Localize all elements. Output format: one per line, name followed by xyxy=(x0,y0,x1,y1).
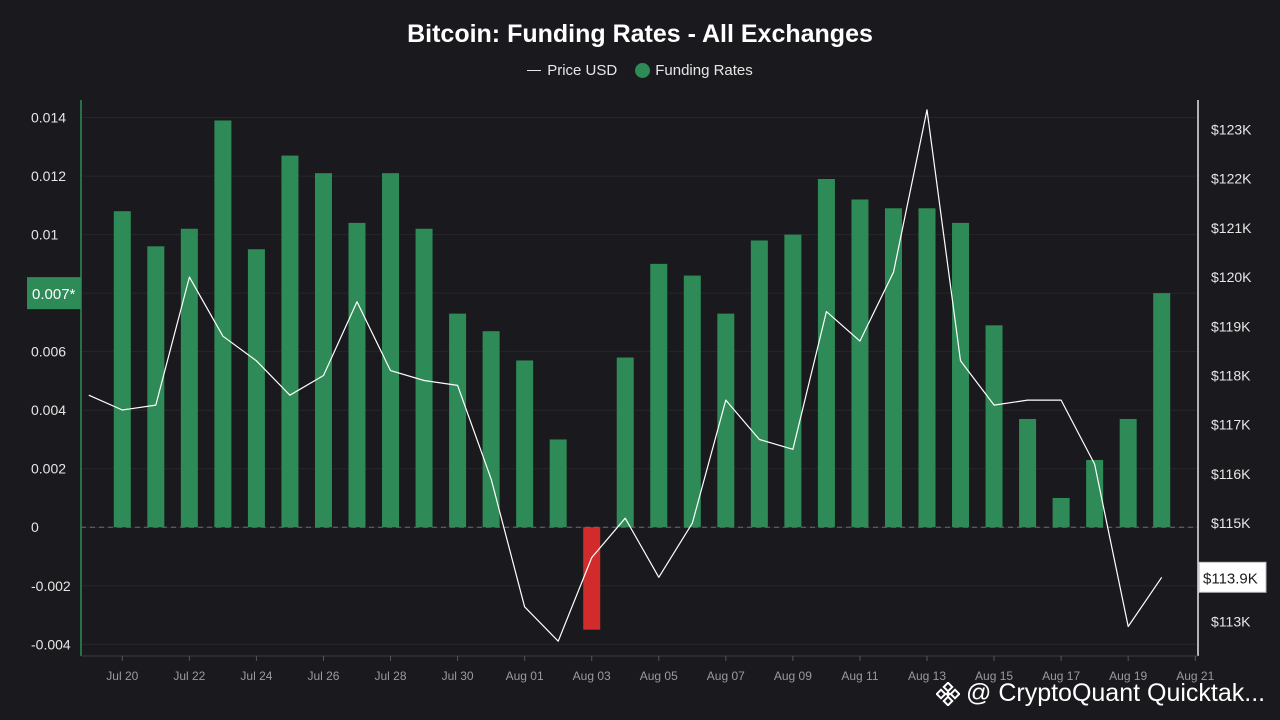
funding-bar xyxy=(985,325,1003,528)
legend-label-price: Price USD xyxy=(547,62,618,79)
funding-bar xyxy=(884,208,902,528)
funding-bar xyxy=(113,211,131,528)
funding-bar xyxy=(1153,293,1171,528)
legend-label-funding-rates: Funding Rates xyxy=(655,62,753,79)
y-left-tick-label: 0.006 xyxy=(31,344,66,360)
watermark-text: @ CryptoQuant Quicktak... xyxy=(966,679,1266,707)
legend-dot-swatch xyxy=(635,63,651,78)
x-tick-label: Aug 09 xyxy=(774,669,812,683)
funding-bar xyxy=(1052,497,1070,528)
y-right-tick-label: $115K xyxy=(1211,515,1251,531)
funding-bar xyxy=(750,240,768,528)
y-right-tick-label: $120K xyxy=(1211,269,1252,285)
funding-bar xyxy=(382,173,400,528)
x-tick-label: Jul 30 xyxy=(442,669,474,683)
legend-item-funding-rates[interactable]: Funding Rates xyxy=(635,62,753,79)
legend-line-swatch xyxy=(527,70,542,71)
funding-bar xyxy=(247,249,265,528)
y-left-tick-label: 0.004 xyxy=(31,402,66,418)
y-left-tick-label: -0.002 xyxy=(31,578,71,594)
x-tick-label: Aug 03 xyxy=(573,669,611,683)
y-left-highlight-box xyxy=(27,277,81,310)
x-tick-label: Jul 20 xyxy=(106,669,138,683)
x-tick-label: Aug 11 xyxy=(841,669,878,683)
x-tick-label: Aug 01 xyxy=(506,669,544,683)
x-tick-label: Aug 05 xyxy=(640,669,678,683)
y-right-highlight-box xyxy=(1198,561,1267,593)
watermark: @ CryptoQuant Quicktak... xyxy=(936,679,1265,708)
funding-bar xyxy=(683,275,701,528)
x-tick-label: Aug 21 xyxy=(1176,669,1214,683)
funding-bar xyxy=(180,228,198,528)
y-right-tick-label: $122K xyxy=(1211,171,1252,187)
x-tick-label: Aug 07 xyxy=(707,669,745,683)
y-right-tick-label: $119K xyxy=(1211,318,1251,334)
funding-bar xyxy=(717,313,735,528)
funding-bar xyxy=(482,331,500,528)
y-right-tick-label: $117K xyxy=(1211,417,1251,433)
x-tick-label: Aug 13 xyxy=(908,669,946,683)
y-left-tick-label: 0 xyxy=(31,519,39,535)
y-left-tick-label: -0.004 xyxy=(31,636,71,652)
funding-bar xyxy=(616,357,634,528)
funding-bar xyxy=(817,179,835,528)
price-line-group xyxy=(88,109,1163,642)
y-right-tick-label: $121K xyxy=(1211,220,1252,236)
funding-bar xyxy=(1086,459,1104,528)
funding-bar xyxy=(784,234,802,528)
funding-bar xyxy=(214,120,232,528)
funding-bar xyxy=(583,527,601,630)
x-tick-label: Aug 19 xyxy=(1109,669,1147,683)
funding-bar xyxy=(147,246,165,528)
y-left-highlight-label: 0.007* xyxy=(32,286,76,303)
binance-diamond-icon xyxy=(936,681,960,706)
funding-bar xyxy=(918,208,936,528)
y-left-tick-label: 0.012 xyxy=(31,168,66,184)
y-left-tick-label: 0.002 xyxy=(31,461,66,477)
legend-item-price[interactable]: Price USD xyxy=(527,62,617,79)
chart-title: Bitcoin: Funding Rates - All Exchanges xyxy=(407,20,873,48)
x-tick-label: Jul 24 xyxy=(240,669,272,683)
funding-bar xyxy=(549,439,567,528)
funding-bar xyxy=(1119,418,1137,528)
y-right-highlight-label: $113.9K xyxy=(1203,570,1258,587)
x-tick-label: Aug 17 xyxy=(1042,669,1080,683)
funding-bar xyxy=(281,155,299,528)
funding-bar xyxy=(415,228,433,528)
price-line xyxy=(88,109,1163,642)
funding-bar xyxy=(516,360,534,528)
funding-bar xyxy=(952,222,970,528)
x-tick-label: Jul 22 xyxy=(173,669,205,683)
funding-bar xyxy=(348,222,366,528)
funding-bar xyxy=(449,313,467,528)
x-tick-label: Jul 28 xyxy=(375,669,407,683)
x-tick-label: Aug 15 xyxy=(975,669,1013,683)
x-tick-label: Jul 26 xyxy=(307,669,339,683)
funding-bar xyxy=(1019,418,1037,528)
chart-legend: Price USD Funding Rates xyxy=(0,62,1280,79)
funding-bar xyxy=(650,263,668,528)
funding-bars xyxy=(113,120,1171,630)
funding-bar xyxy=(314,173,332,528)
axes: -0.004 -0.002 0 0.002 0.004 0.006 0.01 0.012 0.0… xyxy=(27,100,1267,683)
y-right-tick-label: $113K xyxy=(1211,614,1251,630)
y-right-tick-label: $118K xyxy=(1211,368,1251,384)
y-right-tick-label: $116K xyxy=(1211,466,1251,482)
funding-bar xyxy=(851,199,869,528)
y-right-tick-label: $123K xyxy=(1211,122,1252,138)
y-left-tick-label: 0.014 xyxy=(31,110,66,126)
y-left-tick-label: 0.01 xyxy=(31,227,58,243)
